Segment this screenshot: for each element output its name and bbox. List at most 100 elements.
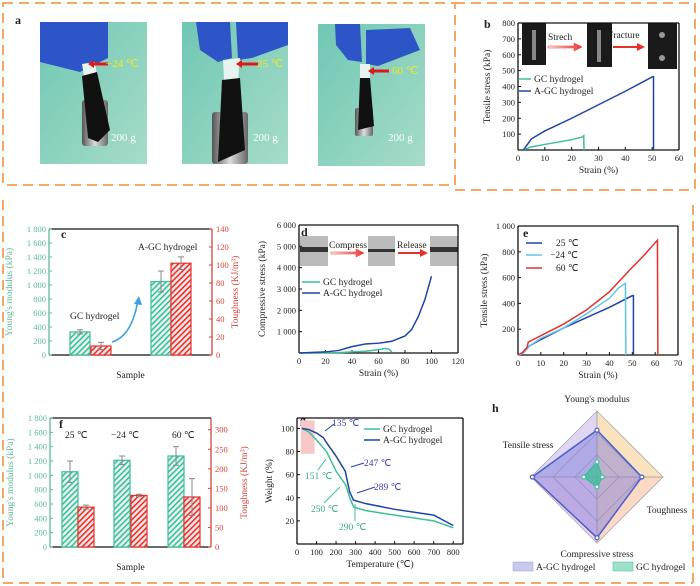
- weight-label: 200 g: [253, 132, 278, 144]
- legend-label: A-GC hydrogel: [323, 289, 383, 299]
- series-line-a-gc-hydrogel: [301, 427, 454, 527]
- x-tick-label: 400: [369, 547, 382, 557]
- series-line-gc-hydrogel: [298, 347, 393, 354]
- temp-label: 60 ℃: [392, 65, 418, 77]
- y-tick-label: 400: [34, 513, 47, 523]
- y-tick-label: 1 200: [28, 456, 47, 466]
- y-tick-label: 100: [281, 423, 294, 433]
- photo-60: 60 ℃ 200 g: [318, 24, 425, 166]
- x-axis-label: Strain (%): [359, 368, 398, 379]
- y-axis-label: Compressive stress (kPa): [257, 241, 268, 337]
- stretch-inset: Strech Fracture: [522, 23, 677, 69]
- x-axis-label: Strain (%): [579, 165, 618, 176]
- chart-h: [529, 410, 664, 544]
- x-tick-label: 0: [516, 153, 520, 163]
- radar-point: [594, 459, 600, 465]
- x-tick-label: 60: [675, 153, 684, 163]
- y-tick-label: 800: [34, 485, 47, 495]
- annotation: 250 ℃: [311, 505, 339, 515]
- bar: [167, 455, 185, 548]
- y-tick-label: 1 600: [28, 427, 47, 437]
- x-tick-label: 0: [295, 547, 299, 557]
- y-tick-label: 1 200: [27, 266, 46, 276]
- x-tick-label: 10: [541, 153, 550, 163]
- y-tick-label: 300: [502, 97, 515, 107]
- radar-labels: Young's modulus Toughness Compressive st…: [503, 395, 688, 573]
- series-line--24-: [517, 282, 627, 356]
- y-tick-label: 1 000: [496, 221, 515, 231]
- y2-axis-label: Toughness (KJ/m³): [230, 256, 241, 329]
- compress-inset: Compress Release: [300, 236, 458, 266]
- glove-icon: [40, 22, 108, 72]
- x-tick-label: 40: [605, 358, 614, 368]
- weight-label: 200 g: [388, 132, 413, 144]
- annotation: 247 ℃: [364, 459, 392, 469]
- error-bar: [77, 329, 83, 335]
- panel-label-a: a: [15, 13, 21, 27]
- legend-label: GC hydrogel: [534, 75, 584, 85]
- y-tick-label: 5 000: [277, 241, 296, 251]
- y-tick-label: 0: [42, 350, 46, 360]
- x-tick-label: 10: [537, 358, 546, 368]
- radar-point: [594, 484, 600, 490]
- temp-label: 25 ℃: [257, 58, 283, 70]
- error-bar: [173, 446, 179, 466]
- category-label: −24 ℃: [111, 431, 139, 441]
- legend-label: GC hydrogel: [636, 563, 686, 573]
- x-tick-label: 20: [567, 153, 576, 163]
- legend-label: GC hydrogel: [383, 425, 433, 435]
- x-tick-label: 20: [321, 356, 330, 366]
- x-tick-label: 60: [374, 356, 383, 366]
- panel-label-h: h: [492, 401, 499, 415]
- error-bar: [98, 341, 104, 351]
- radar-axis-label: Young's modulus: [564, 395, 630, 405]
- y-tick-label: 80: [286, 447, 295, 457]
- error-bar: [189, 478, 195, 516]
- annotation: 290 ℃: [339, 523, 367, 533]
- bar: [77, 506, 95, 548]
- legend-label: A-GC hydrogel: [383, 436, 443, 446]
- x-tick-label: 40: [621, 153, 630, 163]
- y-tick-label: 1 800: [27, 224, 46, 234]
- y-tick-label: 200: [502, 113, 515, 123]
- photo-minus24: −24 ℃ 200 g: [40, 22, 147, 164]
- x-tick-label: 30: [594, 153, 603, 163]
- legend-label: GC hydrogel: [323, 278, 373, 288]
- x-tick-label: 300: [349, 547, 362, 557]
- y2-tick-label: 120: [216, 242, 229, 252]
- y-tick-label: 400: [33, 322, 46, 332]
- radar-point: [639, 474, 645, 480]
- weight-label: 200 g: [111, 132, 136, 144]
- category-label: 60 ℃: [172, 431, 195, 441]
- radar-point: [599, 474, 605, 480]
- photo-25: 25 ℃ 200 g: [182, 22, 288, 164]
- error-bar: [83, 504, 89, 510]
- x-tick-label: 100: [310, 547, 323, 557]
- category-label: GC hydrogel: [70, 312, 120, 322]
- panel-label-b: b: [484, 17, 491, 31]
- y-tick-label: 500: [502, 66, 515, 76]
- x-tick-label: 120: [452, 356, 465, 366]
- arrow-icon: [613, 43, 645, 51]
- y2-axis-label: Toughness (KJ/m³): [239, 446, 250, 519]
- category-label: 25 ℃: [65, 431, 88, 441]
- y2-tick-label: 200: [215, 464, 228, 474]
- y2-tick-label: 140: [216, 224, 229, 234]
- y-tick-label: 1 000: [28, 470, 47, 480]
- annotation: 135 ℃: [332, 419, 360, 429]
- panel-label-d: d: [301, 225, 308, 239]
- x-axis-label: Sample: [116, 563, 145, 573]
- x-tick-label: 20: [559, 358, 568, 368]
- series-line-25-: [517, 294, 635, 356]
- bar: [130, 494, 148, 548]
- bar: [61, 471, 79, 548]
- arrow-icon: [398, 249, 428, 257]
- bar: [113, 459, 131, 548]
- y-axis-label: Tensile stress (kPa): [482, 50, 493, 124]
- radar-axis-label: Compressive stress: [560, 550, 633, 560]
- legend-swatch: [512, 561, 534, 572]
- series-line-60-: [517, 238, 659, 356]
- error-bar: [67, 460, 73, 483]
